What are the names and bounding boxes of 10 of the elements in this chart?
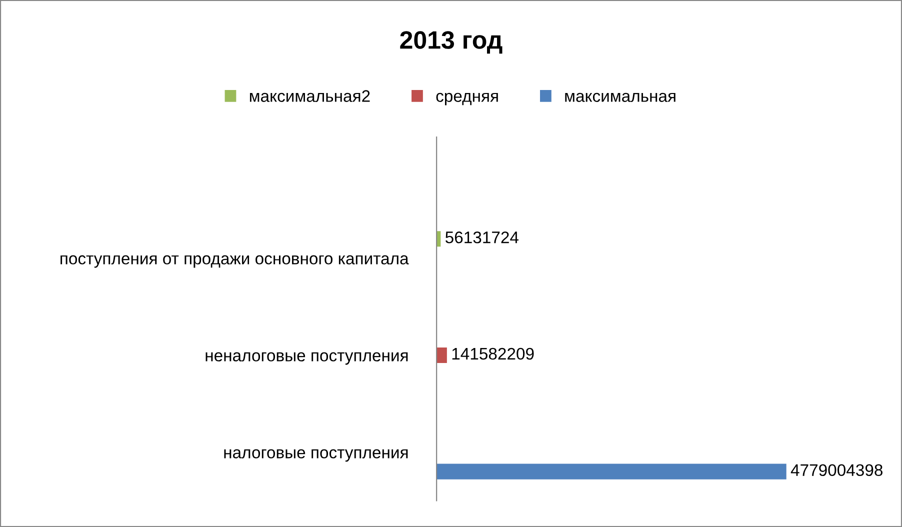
data-label: 4779004398: [790, 464, 882, 476]
y-tick-label: поступления от продажи основного капитала: [60, 255, 409, 268]
y-tick-label: налоговые поступления: [224, 449, 408, 462]
y-tick-label: неналоговые поступления: [206, 352, 408, 365]
data-label: 56131724: [446, 232, 519, 244]
legend-label: максимальная2: [250, 90, 370, 102]
legend-label: средняя: [436, 92, 498, 106]
chart-title: 2013 год: [400, 31, 502, 54]
legend-label: максимальная: [565, 92, 676, 102]
data-label: 141582209: [452, 348, 534, 360]
